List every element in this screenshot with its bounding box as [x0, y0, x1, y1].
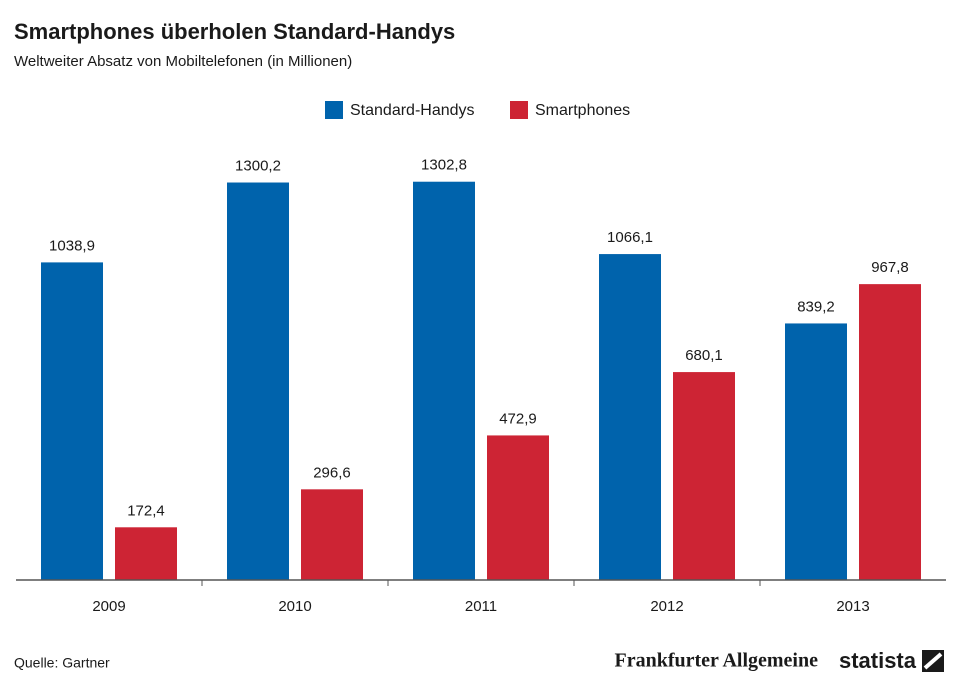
bar [41, 262, 103, 580]
bar [859, 284, 921, 580]
bar [487, 435, 549, 580]
bar [301, 489, 363, 580]
x-tick-label: 2013 [836, 598, 869, 615]
logo-faz: Frankfurter Allgemeine [615, 650, 819, 672]
source: Quelle: Gartner [14, 655, 110, 671]
value-label: 172,4 [127, 502, 165, 519]
legend-label: Standard-Handys [350, 102, 475, 119]
x-tick-label: 2012 [650, 598, 683, 615]
bar [673, 372, 735, 580]
value-label: 296,6 [313, 464, 351, 481]
bar [599, 254, 661, 580]
chart-subtitle: Weltweiter Absatz von Mobiltelefonen (in… [14, 53, 352, 70]
value-label: 472,9 [499, 410, 537, 427]
value-label: 1300,2 [235, 157, 281, 174]
value-label: 839,2 [797, 298, 835, 315]
legend-label: Smartphones [535, 102, 630, 119]
logo-statista: statista [839, 648, 917, 673]
value-label: 967,8 [871, 259, 909, 276]
value-label: 1302,8 [421, 157, 467, 174]
legend-swatch [510, 101, 528, 119]
chart-title: Smartphones überholen Standard-Handys [14, 19, 455, 44]
x-tick-label: 2011 [465, 598, 497, 615]
value-label: 680,1 [685, 347, 723, 364]
bar [115, 527, 177, 580]
x-tick-label: 2009 [92, 598, 125, 615]
bar [785, 323, 847, 580]
bar [413, 181, 475, 580]
value-label: 1066,1 [607, 229, 653, 246]
x-tick-label: 2010 [278, 598, 311, 615]
logo-mark-stroke [923, 652, 943, 670]
bar [227, 182, 289, 580]
legend-swatch [325, 101, 343, 119]
value-label: 1038,9 [49, 237, 95, 254]
